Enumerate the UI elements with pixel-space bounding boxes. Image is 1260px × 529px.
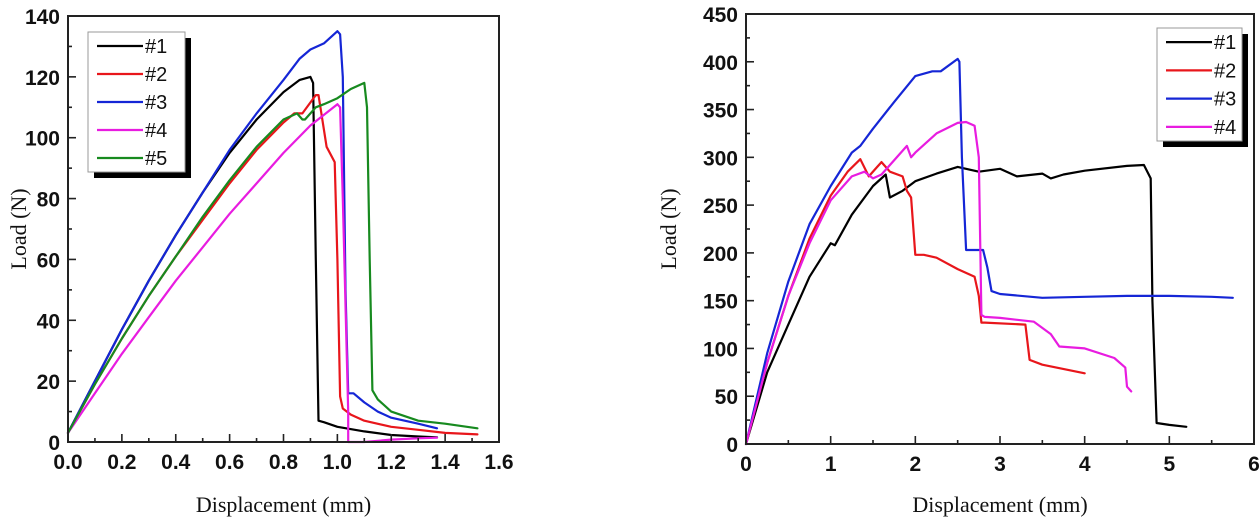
x-tick-label: 5 bbox=[1163, 453, 1175, 476]
y-tick-label: 150 bbox=[703, 291, 738, 314]
legend-label: #3 bbox=[1214, 89, 1236, 111]
x-tick-label: 1 bbox=[825, 453, 837, 476]
x-tick-label: 0.8 bbox=[269, 451, 299, 474]
y-tick-label: 350 bbox=[703, 100, 738, 123]
legend-label: #4 bbox=[145, 120, 167, 142]
legend-label: #2 bbox=[145, 64, 167, 86]
y-tick-label: 450 bbox=[703, 4, 738, 27]
y-tick-label: 200 bbox=[703, 243, 738, 266]
legend-label: #2 bbox=[1214, 60, 1236, 82]
y-tick-label: 250 bbox=[703, 195, 738, 218]
y-tick-label: 400 bbox=[703, 52, 738, 75]
x-tick-label: 0.2 bbox=[107, 451, 136, 474]
y-tick-label: 120 bbox=[25, 67, 60, 90]
legend-label: #3 bbox=[145, 92, 167, 114]
x-tick-label: 0.0 bbox=[53, 451, 82, 474]
left-series-line-5 bbox=[66, 81, 479, 434]
y-tick-label: 100 bbox=[25, 128, 60, 151]
left-series-line-3 bbox=[66, 30, 439, 434]
y-tick-label: 100 bbox=[703, 338, 738, 361]
x-tick-label: 6 bbox=[1248, 453, 1260, 476]
right-x-axis-title: Displacement (mm) bbox=[912, 492, 1087, 517]
legend-label: #4 bbox=[1214, 117, 1236, 139]
legend-label: #1 bbox=[1214, 32, 1236, 54]
legend-label: #1 bbox=[145, 36, 167, 58]
right-series-line-3 bbox=[744, 57, 1234, 446]
y-tick-label: 40 bbox=[37, 310, 60, 333]
right-legend: #1 #2 #3 #4 bbox=[1156, 27, 1248, 147]
left-y-axis-title: Load (N) bbox=[6, 188, 31, 269]
left-axis-ticks: 0.0 0.2 0.4 0.6 0.8 1.0 1.2 1.4 1.6 0 20 40 60 80 100 1… bbox=[25, 6, 514, 474]
x-tick-label: 1.2 bbox=[377, 451, 406, 474]
right-series-line-2 bbox=[744, 158, 1086, 446]
y-tick-label: 60 bbox=[37, 249, 60, 272]
x-tick-label: 1.6 bbox=[484, 451, 513, 474]
right-chart: 0 1 2 3 4 5 6 0 50 100 150 200 250 300 350 400 450 Displ… bbox=[656, 4, 1260, 517]
x-tick-label: 0.4 bbox=[161, 451, 191, 474]
y-tick-label: 50 bbox=[715, 386, 738, 409]
x-tick-label: 4 bbox=[1079, 453, 1091, 476]
x-tick-label: 3 bbox=[994, 453, 1006, 476]
x-tick-label: 0.6 bbox=[215, 451, 244, 474]
right-plot-lines bbox=[744, 57, 1234, 446]
right-y-axis-title: Load (N) bbox=[656, 188, 681, 269]
y-tick-label: 140 bbox=[25, 6, 60, 29]
x-tick-label: 2 bbox=[909, 453, 921, 476]
y-tick-label: 0 bbox=[48, 432, 60, 455]
x-tick-label: 1.4 bbox=[431, 451, 461, 474]
y-tick-label: 80 bbox=[37, 189, 60, 212]
y-tick-label: 20 bbox=[37, 371, 60, 394]
left-x-axis-title: Displacement (mm) bbox=[196, 492, 371, 517]
x-tick-label: 1.0 bbox=[323, 451, 352, 474]
legend-label: #5 bbox=[145, 148, 167, 170]
left-legend: #1 #2 #3 #4 #5 bbox=[87, 31, 191, 178]
x-tick-label: 0 bbox=[740, 453, 752, 476]
right-series-line-4 bbox=[744, 120, 1133, 446]
left-chart: 0.0 0.2 0.4 0.6 0.8 1.0 1.2 1.4 1.6 0 20 40 60 80 100 1… bbox=[6, 6, 514, 517]
y-tick-label: 300 bbox=[703, 147, 738, 170]
right-axis-ticks: 0 1 2 3 4 5 6 0 50 100 150 200 250 300 350 400 450 bbox=[703, 4, 1260, 476]
right-series-line-1 bbox=[744, 163, 1188, 446]
y-tick-label: 0 bbox=[726, 434, 738, 457]
legend-box bbox=[1156, 27, 1243, 142]
